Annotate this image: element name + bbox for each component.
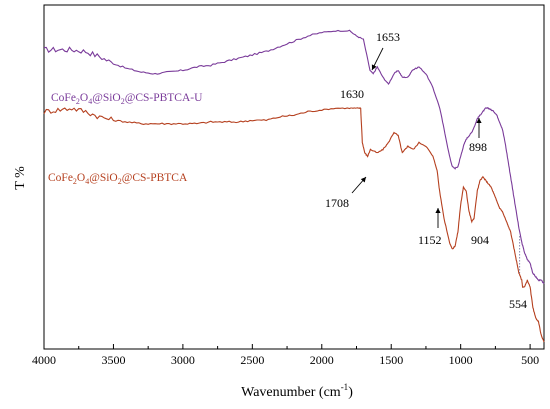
annotation-arrowhead-1152 xyxy=(435,208,441,213)
x-axis-title-sup: -1 xyxy=(341,382,349,392)
series-label-part: @CS-PBTCA xyxy=(122,172,188,184)
x-tick-label-1000: 1000 xyxy=(449,353,473,367)
series-label-part: 2 xyxy=(73,177,77,186)
annotation-1630: 1630 xyxy=(340,87,364,101)
plot-frame xyxy=(43,4,545,350)
x-tick-label-2000: 2000 xyxy=(310,353,334,367)
x-tick-label-3000: 3000 xyxy=(171,353,195,367)
series-line-0 xyxy=(43,29,545,284)
series-line-1 xyxy=(43,107,545,343)
annotation-1152: 1152 xyxy=(418,233,442,247)
annotation-1708: 1708 xyxy=(325,196,349,210)
series-label-part: 4 xyxy=(85,177,89,186)
series-label-part: 2 xyxy=(121,97,125,106)
series-label-part: @SiO xyxy=(89,172,118,184)
series-label-part: 4 xyxy=(88,97,92,106)
annotation-arrowhead-898 xyxy=(476,118,482,123)
annotation-1653: 1653 xyxy=(376,30,400,44)
y-axis-title: T % xyxy=(13,166,28,190)
x-tick-label-3500: 3500 xyxy=(101,353,125,367)
x-tick-label-4000: 4000 xyxy=(32,353,56,367)
series-label-pbtca: CoFe2O4@SiO2@CS-PBTCA xyxy=(48,172,188,186)
x-axis-title: Wavenumber (cm-1) xyxy=(241,382,353,400)
series-label-part: CoFe xyxy=(48,172,73,184)
x-tick-label-500: 500 xyxy=(521,353,539,367)
annotation-arrowhead-1653 xyxy=(371,64,377,70)
series-label-part: @SiO xyxy=(92,92,121,104)
annotation-904: 904 xyxy=(471,233,489,247)
x-tick-label-1500: 1500 xyxy=(379,353,403,367)
x-tick-label-2500: 2500 xyxy=(240,353,264,367)
series-label-part: O xyxy=(77,172,85,184)
series-label-part: 2 xyxy=(118,177,122,186)
annotation-arrowhead-1708 xyxy=(360,177,366,183)
series-label-u: CoFe2O4@SiO2@CS-PBTCA-U xyxy=(51,92,203,106)
annotation-898: 898 xyxy=(469,140,487,154)
series-label-part: 2 xyxy=(76,97,80,106)
series-lines xyxy=(43,29,545,343)
series-label-part: @CS-PBTCA-U xyxy=(125,92,203,104)
x-axis-title-end: ) xyxy=(348,385,353,400)
annotation-554: 554 xyxy=(509,297,527,311)
annotations: 1653 1630 898 1708 1152 904 554 xyxy=(325,30,527,311)
x-axis-ticks: 4000 3500 3000 2500 2000 1500 1000 500 xyxy=(32,344,539,367)
series-label-part: CoFe xyxy=(51,92,76,104)
series-label-part: O xyxy=(80,92,88,104)
x-axis-title-main: Wavenumber (cm xyxy=(241,385,341,400)
